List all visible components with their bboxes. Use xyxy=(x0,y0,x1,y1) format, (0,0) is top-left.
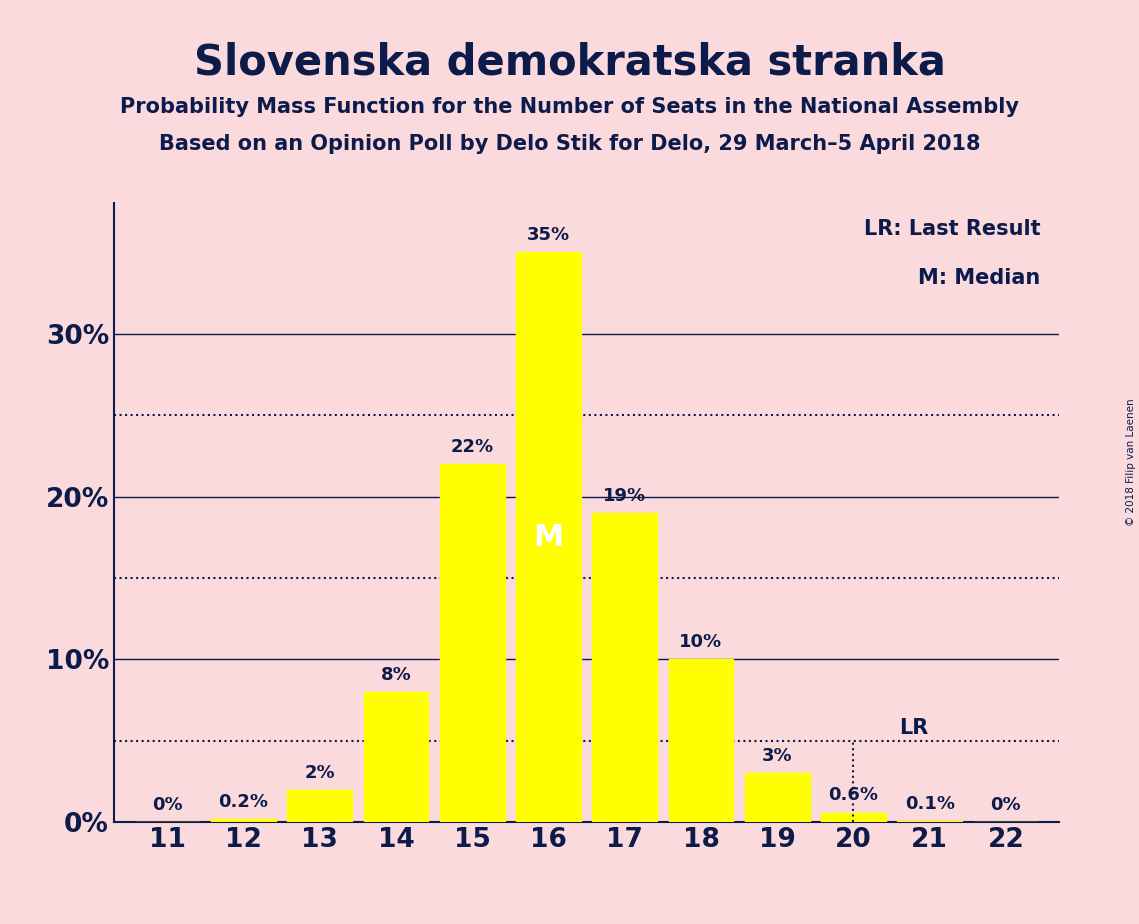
Text: Based on an Opinion Poll by Delo Stik for Delo, 29 March–5 April 2018: Based on an Opinion Poll by Delo Stik fo… xyxy=(158,134,981,154)
Bar xyxy=(211,819,276,822)
Bar xyxy=(669,660,734,822)
Text: LR: Last Result: LR: Last Result xyxy=(863,219,1040,238)
Text: © 2018 Filip van Laenen: © 2018 Filip van Laenen xyxy=(1126,398,1136,526)
Text: M: M xyxy=(533,523,564,552)
Text: 10%: 10% xyxy=(679,633,722,651)
Text: 35%: 35% xyxy=(527,226,570,244)
Bar xyxy=(745,773,810,822)
Bar xyxy=(440,464,505,822)
Text: 0%: 0% xyxy=(151,796,182,814)
Text: Slovenska demokratska stranka: Slovenska demokratska stranka xyxy=(194,42,945,83)
Text: LR: LR xyxy=(899,718,928,737)
Text: 0%: 0% xyxy=(991,796,1022,814)
Text: 2%: 2% xyxy=(304,763,335,782)
Text: 0.6%: 0.6% xyxy=(828,786,878,805)
Bar xyxy=(821,812,886,822)
Bar xyxy=(516,252,581,822)
Text: 22%: 22% xyxy=(451,438,494,456)
Text: 8%: 8% xyxy=(380,666,411,684)
Bar xyxy=(592,513,657,822)
Text: 0.1%: 0.1% xyxy=(904,795,954,812)
Text: Probability Mass Function for the Number of Seats in the National Assembly: Probability Mass Function for the Number… xyxy=(120,97,1019,117)
Text: 19%: 19% xyxy=(604,487,646,505)
Bar xyxy=(898,821,962,822)
Bar xyxy=(287,790,352,822)
Text: 3%: 3% xyxy=(762,748,793,765)
Text: 0.2%: 0.2% xyxy=(219,793,269,811)
Bar xyxy=(363,692,428,822)
Text: M: Median: M: Median xyxy=(918,268,1040,288)
